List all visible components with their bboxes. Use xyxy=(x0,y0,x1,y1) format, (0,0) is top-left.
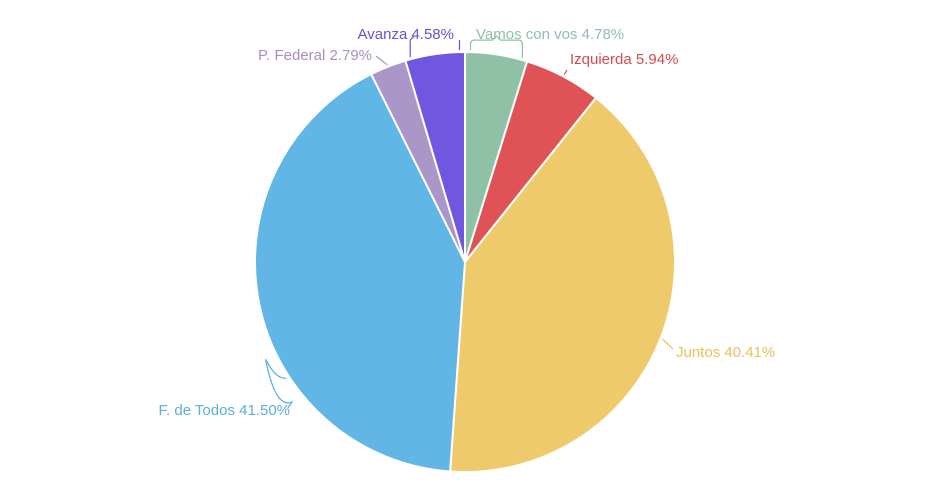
slices-layer xyxy=(254,51,676,473)
labels-layer: Vamos con vos 4.78% Izquierda 5.94% Juntos… xyxy=(159,26,776,419)
leader-line-izquierda xyxy=(563,69,568,75)
slice-label-p-federal: P. Federal 2.79% xyxy=(258,47,372,64)
leader-line-avanza xyxy=(409,35,461,58)
slice-label-izquierda: Izquierda 5.94% xyxy=(570,51,678,68)
pie-slice-f-de-todos xyxy=(254,73,466,473)
slice-label-vamos-con-vos: Vamos con vos 4.78% xyxy=(476,26,624,43)
leader-line-f-de-todos xyxy=(264,359,294,409)
slice-label-avanza: Avanza 4.58% xyxy=(358,26,454,43)
pie-slice-avanza xyxy=(404,51,466,263)
leader-line-juntos xyxy=(662,338,674,350)
leaders-layer xyxy=(264,35,674,409)
leader-line-vamos-con-vos xyxy=(469,35,523,58)
pie-slice-juntos xyxy=(449,96,676,473)
slice-label-juntos: Juntos 40.41% xyxy=(676,344,775,361)
leader-line-p-federal xyxy=(375,55,388,66)
slice-label-f-de-todos: F. de Todos 41.50% xyxy=(159,402,290,419)
